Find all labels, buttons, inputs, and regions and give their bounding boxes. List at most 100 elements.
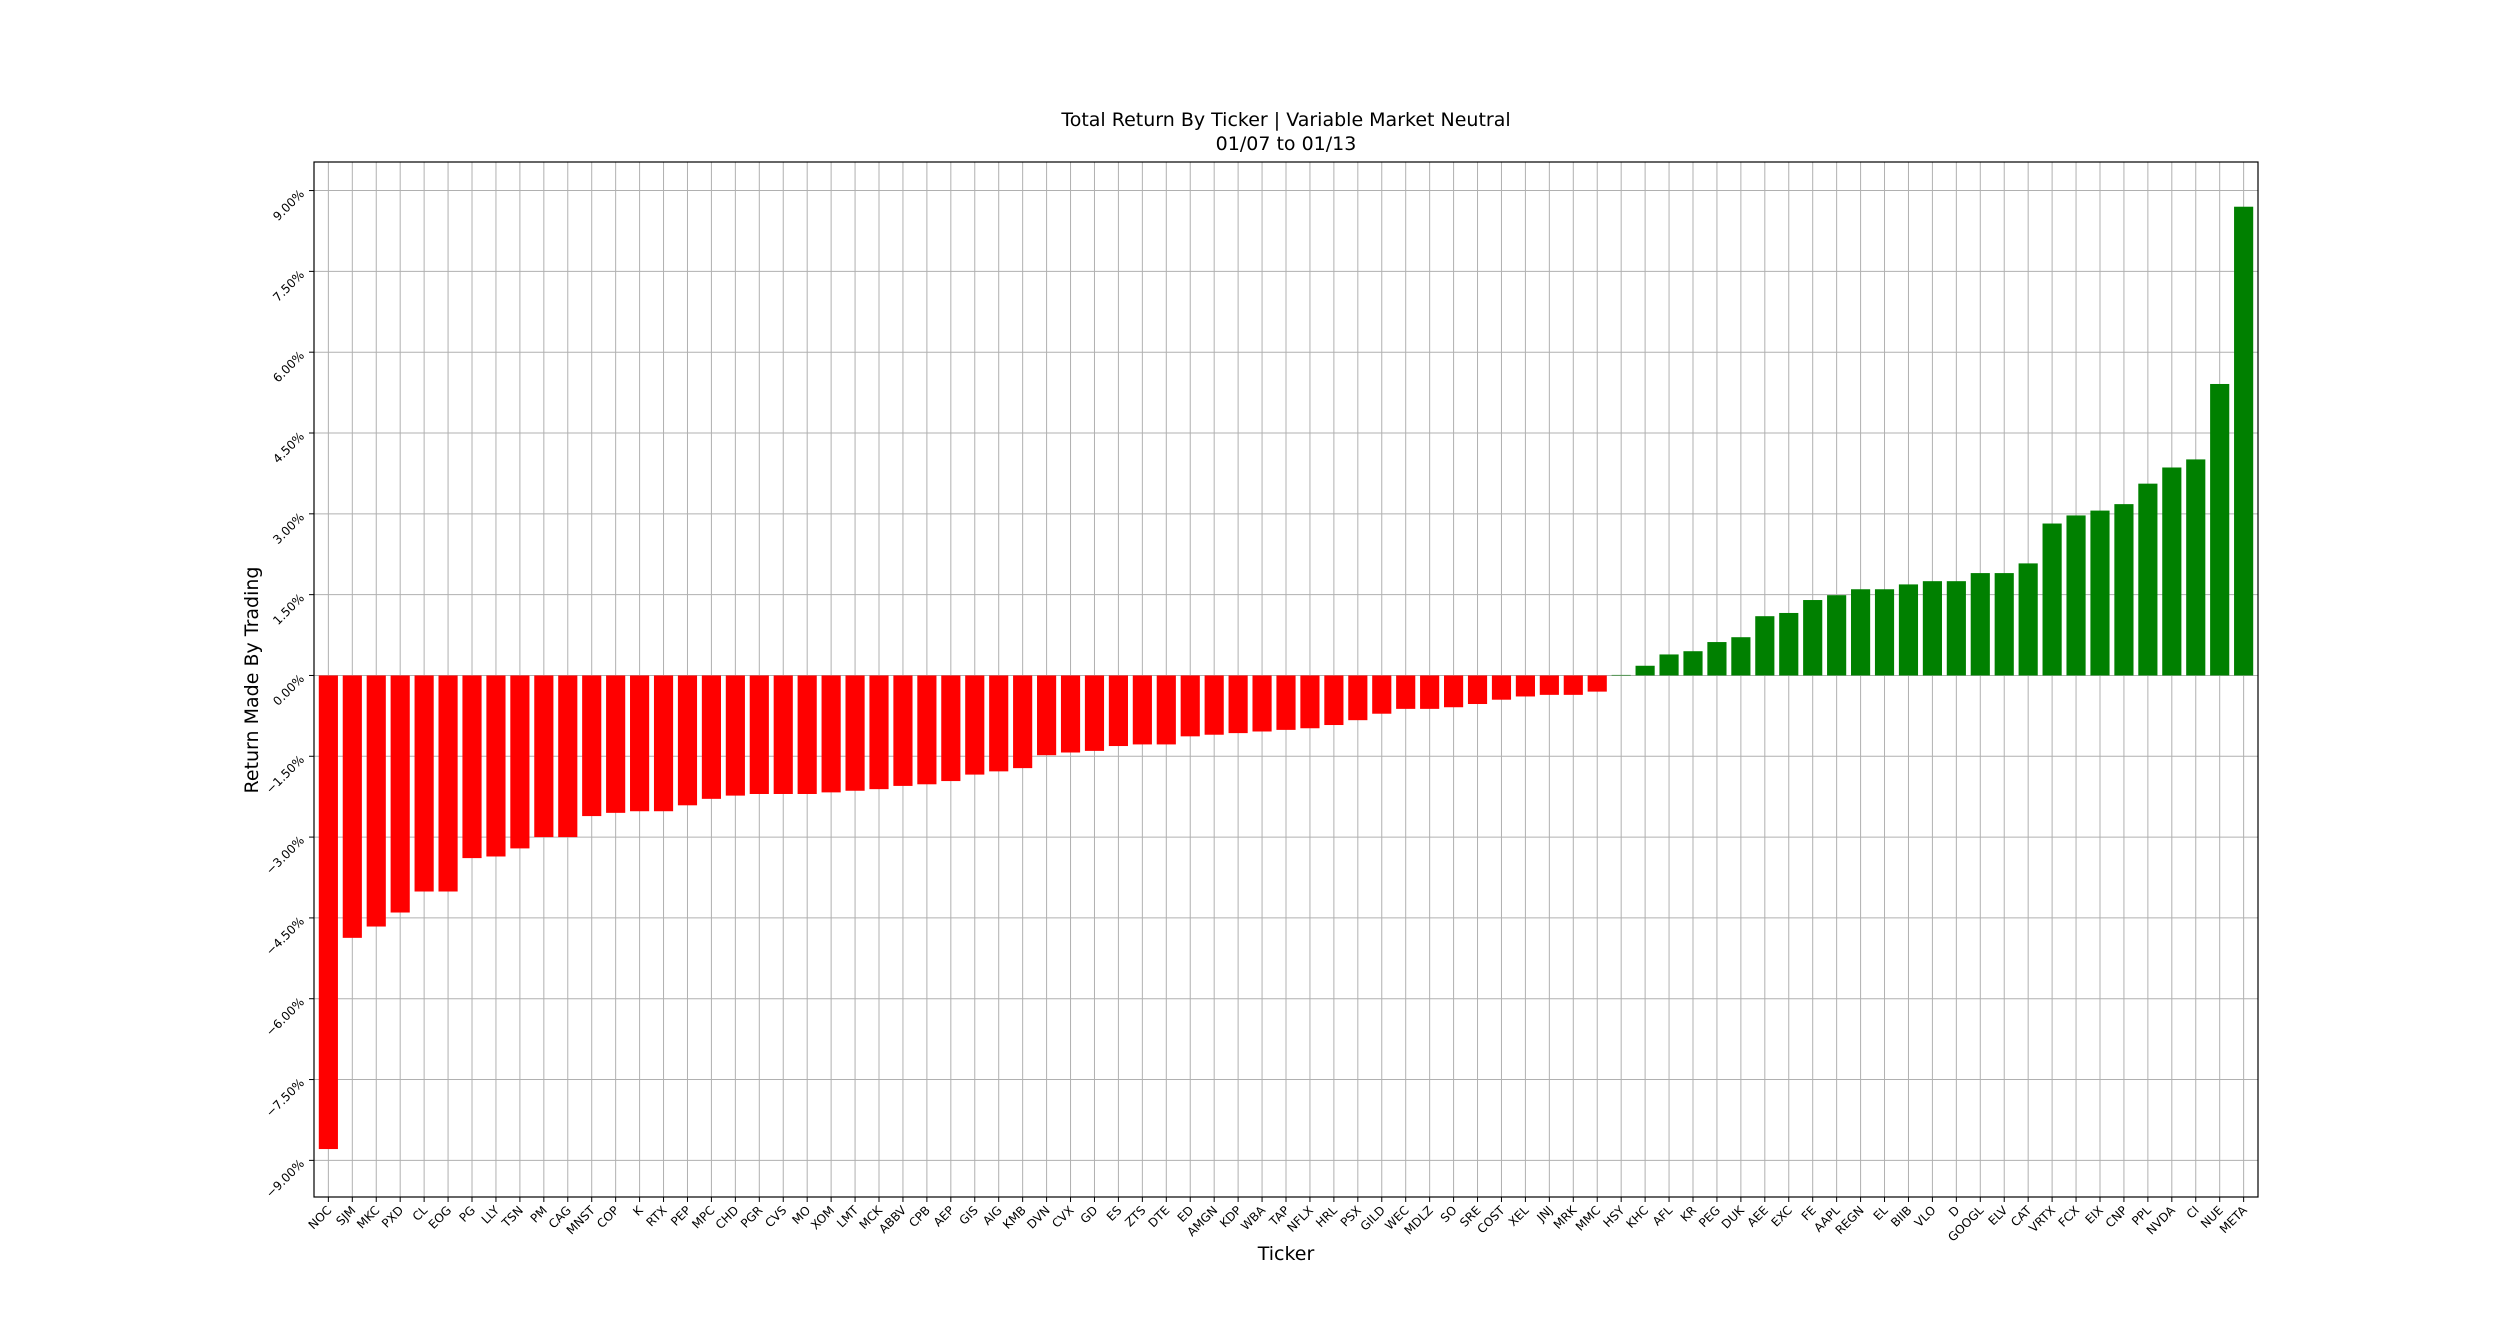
bar (1060, 675, 1081, 753)
x-tick-label: LLY (479, 1203, 503, 1227)
x-tick-label: TSN (498, 1203, 526, 1231)
x-tick-label: ABBV (876, 1203, 909, 1236)
bar (1372, 675, 1392, 714)
x-tick-label: WBA (1238, 1203, 1268, 1233)
bar (1851, 589, 1871, 676)
x-tick-label: GD (1078, 1203, 1101, 1226)
bar (773, 675, 793, 794)
bar (630, 675, 650, 812)
x-tick-label: NFLX (1284, 1203, 1316, 1235)
y-tick-label: 1.50% (270, 591, 307, 628)
bar (2018, 563, 2038, 676)
bar (1827, 595, 1847, 676)
bar (1611, 674, 1631, 676)
bar (342, 675, 362, 938)
bar (845, 675, 865, 791)
x-tick-label: MKC (354, 1203, 382, 1231)
x-tick-label: EOG (426, 1203, 455, 1232)
bar (606, 675, 626, 813)
bar (821, 675, 841, 793)
y-tick-label: −6.00% (263, 995, 307, 1039)
x-tick-label: GILD (1358, 1203, 1388, 1233)
bar (1683, 651, 1703, 676)
bar (318, 675, 338, 1150)
bar (1156, 675, 1176, 745)
bar (1252, 675, 1272, 732)
x-tick-label: PEG (1696, 1203, 1723, 1230)
chart-title: Total Return By Ticker | Variable Market… (1060, 109, 1510, 131)
bar (390, 675, 410, 913)
bar (1228, 675, 1248, 734)
bar (1898, 584, 1919, 676)
bar (965, 675, 985, 775)
x-tick-label: MMC (1573, 1203, 1603, 1233)
bar (1587, 675, 1607, 692)
x-tick-label: SO (1438, 1203, 1460, 1225)
bar (1420, 675, 1440, 709)
y-tick-label: 9.00% (270, 187, 307, 224)
x-tick-label: GIS (957, 1203, 981, 1227)
bar (1467, 675, 1488, 705)
bar (2066, 515, 2086, 676)
x-tick-label: ELV (1985, 1203, 2010, 1228)
bar (1396, 675, 1416, 709)
x-tick-label: D (1946, 1203, 1962, 1219)
x-tick-label: XOM (808, 1203, 837, 1232)
x-tick-label: VLO (1912, 1203, 1939, 1230)
bar (2186, 459, 2206, 676)
bar (677, 675, 698, 806)
y-tick-label: −4.50% (263, 914, 307, 958)
x-tick-label: NOC (306, 1203, 335, 1232)
bar (1132, 675, 1152, 745)
x-tick-label: PEP (668, 1203, 694, 1229)
bar (462, 675, 482, 859)
bar (749, 675, 769, 794)
y-tick-label: 0.00% (270, 672, 307, 709)
x-tick-label: PGR (738, 1203, 765, 1230)
bar (1755, 616, 1775, 676)
bar (582, 675, 602, 817)
y-tick-label: 7.50% (270, 268, 307, 305)
bar (2234, 206, 2254, 676)
bar (1707, 642, 1727, 676)
x-tick-label: XEL (1506, 1203, 1532, 1229)
bar (2162, 467, 2182, 676)
bar (893, 675, 913, 786)
x-tick-label: EIX (2083, 1203, 2107, 1227)
bar (486, 675, 506, 857)
chart-subtitle: 01/07 to 01/13 (1216, 133, 1357, 155)
bar (1803, 600, 1823, 676)
x-tick-label: KMB (1000, 1203, 1029, 1232)
bar (1204, 675, 1224, 735)
bar (1970, 573, 1990, 676)
bar (1659, 654, 1679, 676)
bar (366, 675, 386, 927)
bar (1946, 581, 1966, 676)
bar (1515, 675, 1535, 697)
y-tick-label: −1.50% (263, 752, 307, 796)
y-tick-label: 6.00% (270, 348, 307, 385)
bar (941, 675, 961, 782)
x-tick-label: PG (457, 1203, 479, 1225)
y-tick-label: −9.00% (263, 1157, 307, 1201)
x-tick-label: CHD (713, 1203, 742, 1232)
bar (1635, 665, 1655, 676)
x-tick-label: DUK (1719, 1202, 1748, 1231)
y-tick-label: 3.00% (270, 510, 307, 547)
x-tick-label: ES (1104, 1203, 1125, 1224)
bar (1180, 675, 1200, 737)
bar (1013, 675, 1033, 769)
bar (2090, 510, 2110, 676)
bar (869, 675, 889, 790)
y-tick-label: −7.50% (263, 1076, 307, 1120)
bar (1444, 675, 1464, 708)
x-tick-label: RTX (643, 1203, 669, 1229)
bar (1276, 675, 1296, 730)
bar (917, 675, 937, 785)
bar (1348, 675, 1368, 721)
bar (534, 675, 554, 838)
x-tick-label: CVS (762, 1203, 789, 1230)
bar (558, 675, 578, 838)
